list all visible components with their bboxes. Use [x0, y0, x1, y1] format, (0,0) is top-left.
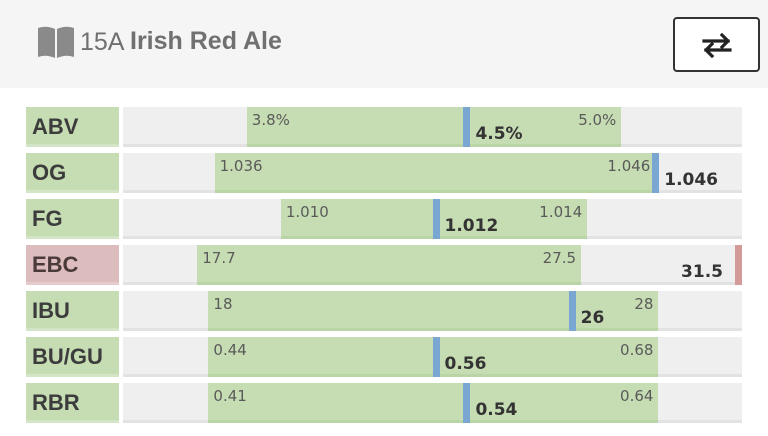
stat-label: IBU: [26, 291, 119, 331]
stat-row-ibu: IBU 18 28 26: [26, 291, 742, 331]
swap-button[interactable]: [673, 17, 760, 72]
style-code: 15A: [80, 28, 125, 56]
stat-row-abv: ABV 3.8% 5.0% 4.5%: [26, 107, 742, 147]
stat-value: 31.5: [681, 262, 723, 282]
stat-value: 0.56: [444, 354, 487, 374]
stat-range: [214, 153, 656, 193]
stat-max: 5.0%: [578, 111, 617, 129]
stat-row-og: OG 1.036 1.046 1.046: [26, 153, 742, 193]
stat-max: 27.5: [542, 249, 577, 267]
stat-max: 0.68: [620, 341, 654, 359]
stat-label: EBC: [26, 245, 119, 285]
stat-range: [208, 383, 659, 423]
stat-min: 1.036: [219, 157, 263, 175]
stat-max: 0.64: [620, 387, 654, 405]
stat-track: 1.010 1.014 1.012: [123, 199, 742, 239]
stat-row-rbr: RBR 0.41 0.64 0.54: [26, 383, 742, 423]
stat-marker: [652, 153, 660, 193]
swap-arrows-icon: [701, 32, 732, 58]
stat-min: 0.44: [213, 341, 247, 359]
book-icon: [38, 26, 74, 58]
stat-min: 3.8%: [251, 111, 290, 129]
style-name: Irish Red Ale: [130, 27, 282, 55]
stat-marker: [432, 337, 440, 377]
stat-label: ABV: [26, 107, 119, 147]
stat-label: OG: [26, 153, 119, 193]
stat-max: 1.014: [539, 203, 583, 221]
stat-range: [208, 291, 659, 331]
stat-range: [246, 107, 622, 147]
stat-marker: [432, 199, 440, 239]
stat-marker: [735, 245, 742, 285]
stat-range: [197, 245, 582, 285]
stat-value: 0.54: [475, 400, 518, 420]
stat-label: BU/GU: [26, 337, 119, 377]
stat-value: 1.012: [444, 216, 499, 236]
stat-value: 26: [580, 308, 605, 328]
stat-value: 1.046: [664, 170, 719, 190]
stat-min: 17.7: [202, 249, 236, 267]
stat-label: FG: [26, 199, 119, 239]
stat-label: RBR: [26, 383, 119, 423]
stat-max: 28: [634, 295, 654, 313]
stat-track: 0.41 0.64 0.54: [123, 383, 742, 423]
stat-max: 1.046: [607, 157, 651, 175]
stat-marker: [463, 107, 471, 147]
stat-row-bugu: BU/GU 0.44 0.68 0.56: [26, 337, 742, 377]
stat-track: 17.7 27.5 31.5: [123, 245, 742, 285]
stat-min: 18: [213, 295, 233, 313]
stat-min: 0.41: [213, 387, 247, 405]
style-header: 15A Irish Red Ale: [0, 0, 768, 88]
stat-track: 3.8% 5.0% 4.5%: [123, 107, 742, 147]
stat-track: 18 28 26: [123, 291, 742, 331]
stat-min: 1.010: [285, 203, 329, 221]
stat-marker: [463, 383, 471, 423]
stat-row-fg: FG 1.010 1.014 1.012: [26, 199, 742, 239]
style-stats: ABV 3.8% 5.0% 4.5% OG 1.036 1.046 1.046 FG 1.010 1…: [26, 107, 742, 429]
stat-track: 1.036 1.046 1.046: [123, 153, 742, 193]
stat-track: 0.44 0.68 0.56: [123, 337, 742, 377]
stat-marker: [568, 291, 576, 331]
stat-value: 4.5%: [475, 124, 523, 144]
stat-row-ebc: EBC 17.7 27.5 31.5: [26, 245, 742, 285]
